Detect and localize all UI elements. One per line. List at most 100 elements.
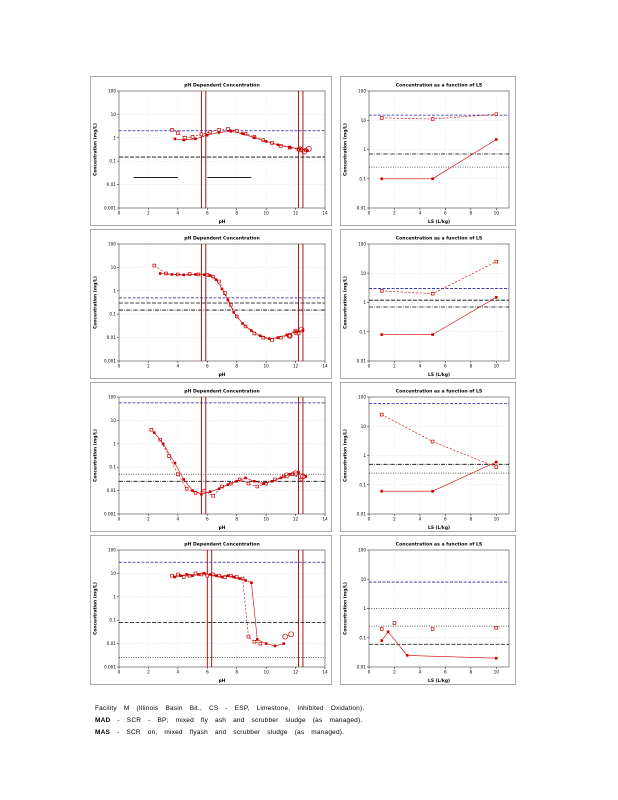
svg-text:6: 6	[444, 211, 447, 216]
svg-text:0.1: 0.1	[109, 618, 116, 623]
svg-text:8: 8	[469, 364, 472, 369]
svg-text:0.001: 0.001	[104, 665, 116, 670]
svg-text:LS (L/kg): LS (L/kg)	[428, 372, 450, 378]
svg-text:10: 10	[494, 517, 500, 522]
svg-text:12: 12	[293, 364, 299, 369]
svg-text:6: 6	[206, 211, 209, 216]
svg-text:10: 10	[361, 577, 367, 582]
svg-text:Concentration (mg/L): Concentration (mg/L)	[343, 276, 349, 329]
svg-text:6: 6	[444, 517, 447, 522]
svg-text:8: 8	[469, 211, 472, 216]
svg-text:6: 6	[206, 364, 209, 369]
svg-text:pH: pH	[219, 525, 226, 531]
svg-text:10: 10	[494, 211, 500, 216]
svg-text:Concentration (mg/L): Concentration (mg/L)	[343, 123, 349, 176]
svg-text:8: 8	[235, 517, 238, 522]
chart-row1-ph-dependent: 0.001 0.01 0.1 1 10 100 0 2 4 6 8 10 12 14 pH Dependen…	[90, 76, 332, 226]
svg-text:1: 1	[363, 147, 366, 152]
svg-text:1: 1	[113, 135, 116, 140]
svg-text:0.1: 0.1	[359, 176, 366, 181]
chart-cell-row3-ph: 0.001 0.01 0.1 1 10 100 0 2 4 6 8 10 12 14 pH Dependen…	[90, 382, 332, 532]
caption-mas-term: MAS	[95, 729, 111, 736]
svg-text:0.1: 0.1	[359, 635, 366, 640]
svg-text:100: 100	[358, 548, 366, 553]
svg-text:1: 1	[363, 606, 366, 611]
svg-text:0: 0	[118, 364, 121, 369]
svg-text:pH: pH	[219, 372, 226, 378]
svg-text:LS (L/kg): LS (L/kg)	[428, 678, 450, 684]
svg-text:0: 0	[368, 211, 371, 216]
svg-text:12: 12	[293, 517, 299, 522]
svg-text:100: 100	[358, 395, 366, 400]
figure-grid: 0.001 0.01 0.1 1 10 100 0 2 4 6 8 10 12 14 pH Dependen…	[90, 76, 516, 685]
svg-text:14: 14	[322, 211, 328, 216]
svg-text:pH: pH	[219, 219, 226, 225]
svg-text:100: 100	[108, 395, 116, 400]
chart-row2-ls-ratio: 0.01 0.1 1 10 100 0 2 4 6 8 10 Concentration as a f…	[340, 229, 516, 379]
svg-text:Concentration (mg/L): Concentration (mg/L)	[93, 276, 99, 329]
svg-text:0.01: 0.01	[357, 206, 367, 211]
svg-text:8: 8	[469, 670, 472, 675]
svg-text:14: 14	[322, 517, 328, 522]
svg-text:Concentration (mg/L): Concentration (mg/L)	[93, 429, 99, 482]
svg-text:1: 1	[363, 453, 366, 458]
svg-text:10: 10	[361, 424, 367, 429]
svg-text:LS (L/kg): LS (L/kg)	[428, 219, 450, 225]
svg-text:pH: pH	[219, 678, 226, 684]
svg-text:0: 0	[368, 517, 371, 522]
svg-text:0.1: 0.1	[109, 312, 116, 317]
chart-row2-ph-dependent: 0.001 0.01 0.1 1 10 100 0 2 4 6 8 10 12 14 pH Dependen…	[90, 229, 332, 379]
svg-text:4: 4	[177, 364, 180, 369]
svg-text:2: 2	[393, 670, 396, 675]
caption-line-mas: MAS - SCR on; mixed flyash and scrubber …	[95, 727, 527, 739]
svg-text:12: 12	[293, 211, 299, 216]
svg-text:0.001: 0.001	[104, 359, 116, 364]
svg-text:10: 10	[263, 670, 269, 675]
svg-text:10: 10	[111, 418, 117, 423]
svg-text:8: 8	[235, 211, 238, 216]
svg-text:100: 100	[358, 242, 366, 247]
svg-text:4: 4	[177, 517, 180, 522]
chart-row3-ph-dependent: 0.001 0.01 0.1 1 10 100 0 2 4 6 8 10 12 14 pH Dependen…	[90, 382, 332, 532]
svg-text:0: 0	[368, 364, 371, 369]
svg-text:4: 4	[177, 211, 180, 216]
svg-text:4: 4	[419, 364, 422, 369]
svg-text:6: 6	[444, 364, 447, 369]
chart-cell-row4-ph: 0.001 0.01 0.1 1 10 100 0 2 4 6 8 10 12 14 pH Dependen…	[90, 535, 332, 685]
svg-text:0.01: 0.01	[357, 359, 367, 364]
svg-text:0.1: 0.1	[359, 329, 366, 334]
svg-text:Concentration (mg/L): Concentration (mg/L)	[343, 582, 349, 635]
svg-text:1: 1	[113, 594, 116, 599]
caption-mas-text: - SCR on; mixed flyash and scrubber slud…	[117, 729, 345, 736]
svg-text:0.01: 0.01	[357, 512, 367, 517]
svg-text:4: 4	[419, 670, 422, 675]
svg-text:0.01: 0.01	[107, 641, 117, 646]
svg-text:0.001: 0.001	[104, 206, 116, 211]
svg-text:pH Dependent Concentration: pH Dependent Concentration	[184, 236, 259, 242]
svg-text:Concentration (mg/L): Concentration (mg/L)	[93, 123, 99, 176]
chart-cell-row2-ls: 0.01 0.1 1 10 100 0 2 4 6 8 10 Concentration as a f…	[340, 229, 516, 379]
svg-text:8: 8	[235, 364, 238, 369]
svg-text:Concentration as a function of: Concentration as a function of LS	[396, 389, 482, 395]
svg-text:Concentration as a function of: Concentration as a function of LS	[396, 542, 482, 548]
svg-text:10: 10	[263, 517, 269, 522]
figure-caption: Facility M (Illinois Basin Bit., CS - ES…	[95, 703, 527, 739]
svg-text:pH Dependent Concentration: pH Dependent Concentration	[184, 389, 259, 395]
svg-text:2: 2	[147, 211, 150, 216]
svg-text:0: 0	[118, 211, 121, 216]
svg-text:10: 10	[111, 265, 117, 270]
svg-text:1: 1	[113, 288, 116, 293]
svg-text:0: 0	[118, 670, 121, 675]
svg-text:10: 10	[111, 571, 117, 576]
svg-text:2: 2	[393, 364, 396, 369]
svg-text:10: 10	[361, 118, 367, 123]
svg-text:2: 2	[147, 517, 150, 522]
svg-text:4: 4	[419, 211, 422, 216]
svg-text:10: 10	[494, 670, 500, 675]
svg-text:0.01: 0.01	[107, 182, 117, 187]
svg-text:6: 6	[206, 670, 209, 675]
svg-text:Concentration (mg/L): Concentration (mg/L)	[93, 582, 99, 635]
caption-line-facility: Facility M (Illinois Basin Bit., CS - ES…	[95, 703, 527, 715]
svg-text:2: 2	[393, 211, 396, 216]
